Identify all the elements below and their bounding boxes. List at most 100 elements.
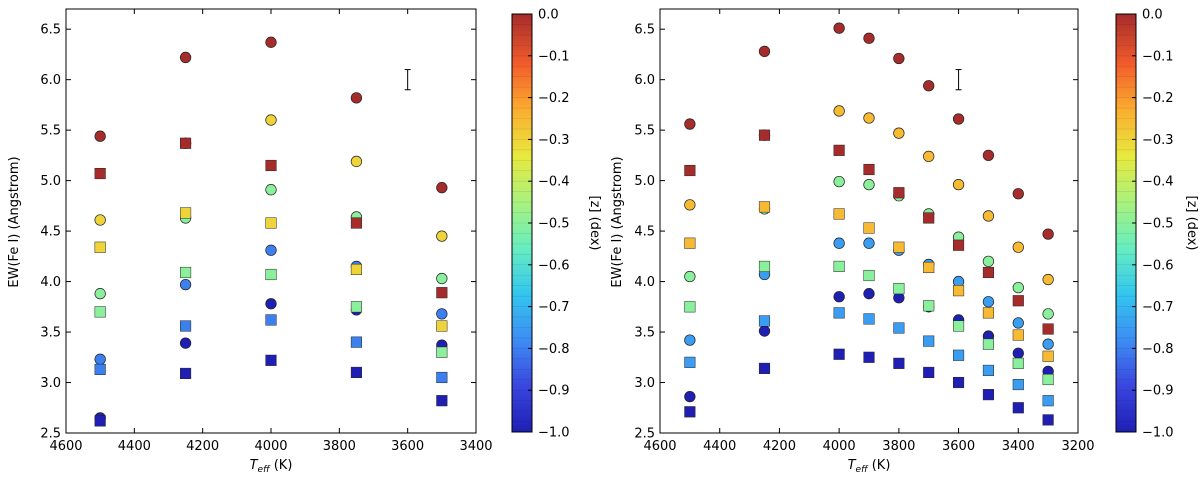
square-marker [863,222,875,234]
left-x-label-unit: (K) [274,458,293,473]
square-marker [982,389,994,401]
circle-marker [758,325,771,337]
x-tick-label: 3400 [459,439,492,454]
square-marker [893,357,905,369]
left-markers [94,36,448,427]
colorbar-tick-label: −0.5 [538,217,570,232]
left-colorbar: 0.0 −0.1 −0.2 −0.3 −0.4 −0.5 −0.6 −0.7 −0.8 −0.9 −… [511,8,602,441]
right-x-label-sub: eff [856,465,870,475]
square-marker [1012,357,1024,369]
right-colorbar: 0.0 −0.1 −0.2 −0.3 −0.4 −0.5 −0.6 −0.7 −0.8 −0.9 −… [1115,8,1199,441]
square-marker [758,129,771,141]
circle-marker [952,113,965,125]
square-marker [180,207,192,219]
circle-marker [179,278,192,291]
square-marker [350,217,362,229]
y-tick-label: 5.0 [40,174,61,189]
square-marker [833,260,845,272]
left-x-axis-label: Teff (K) [250,458,293,475]
square-marker [684,301,696,313]
circle-marker [863,179,875,191]
square-marker [923,212,935,224]
x-tick-label: 3800 [882,439,915,454]
square-marker [758,315,771,327]
square-marker [953,285,965,297]
colorbar-tick-label: −0.1 [1142,49,1174,64]
left-y-ticks: 2.5 3.0 3.5 4.0 4.5 5.0 5.5 6.0 6.5 [40,23,476,442]
x-tick-label: 4200 [763,439,796,454]
circle-marker [893,52,905,65]
circle-marker [436,308,448,320]
x-tick-label: 4600 [49,439,82,454]
right-y-ticks: 2.5 3.0 3.5 4.0 4.5 5.0 5.5 6.0 6.5 [634,23,1078,442]
y-tick-label: 5.5 [634,124,655,139]
right-y-axis-label: EW(Fe I) (Angstrom) [610,156,625,287]
circle-marker [833,291,845,303]
square-marker [1012,295,1024,307]
circle-marker [1042,308,1054,320]
square-marker [1042,395,1054,407]
square-marker [436,346,448,358]
y-tick-label: 3.5 [40,326,61,341]
left-x-ticks: 4600 4400 4200 4000 3800 3600 3400 [49,9,493,454]
square-marker [94,363,106,375]
circle-marker [436,230,448,242]
square-marker [833,307,845,319]
circle-marker [982,255,995,268]
square-marker [893,283,905,295]
square-marker [436,395,448,407]
square-marker [863,313,875,325]
colorbar-tick-label: −0.4 [1142,175,1174,190]
y-tick-label: 2.5 [634,427,655,442]
square-marker [833,208,845,220]
square-marker [265,268,277,281]
y-tick-label: 6.5 [634,23,655,38]
square-marker [893,322,905,334]
square-marker [758,362,771,374]
square-marker [1042,414,1054,426]
colorbar-tick-label: −0.2 [538,91,570,106]
circle-marker [1012,347,1024,359]
x-tick-label: 4400 [118,439,151,454]
square-marker [180,367,192,379]
y-tick-label: 5.0 [634,174,655,189]
circle-marker [94,130,106,142]
circle-marker [684,334,696,346]
x-tick-label: 3200 [1061,439,1094,454]
colorbar-tick-label: −0.5 [1142,217,1174,232]
square-marker [953,349,965,361]
left-x-label-main: T [250,458,259,473]
circle-marker [94,288,106,300]
square-marker [893,241,905,253]
circle-marker [982,149,995,162]
left-y-axis-label: EW(Fe I) (Angstrom) [7,156,22,287]
y-tick-label: 4.0 [634,275,655,290]
square-marker [180,137,192,149]
colorbar-tick-label: 0.0 [1142,8,1163,23]
square-marker [350,301,362,313]
colorbar-tick-label: −1.0 [538,426,570,441]
square-marker [863,163,875,176]
square-marker [350,336,362,348]
colorbar-tick-label: −0.7 [538,300,570,315]
circle-marker [1042,273,1054,286]
square-marker [982,266,994,279]
circle-marker [684,270,696,283]
square-marker [1012,402,1024,414]
square-marker [94,306,106,318]
colorbar-tick-label: 0.0 [538,8,559,23]
square-marker [684,237,696,249]
circle-marker [952,179,965,191]
circle-marker [1012,281,1024,294]
circle-marker [1012,241,1024,253]
right-plot-frame [659,8,1079,434]
square-marker [923,366,935,378]
circle-marker [982,210,995,222]
square-marker [350,263,362,276]
square-marker [953,376,965,389]
x-tick-label: 3600 [942,439,975,454]
x-tick-label: 3400 [1002,439,1035,454]
x-tick-label: 4600 [643,439,676,454]
y-tick-label: 6.0 [40,73,61,88]
y-tick-label: 4.5 [40,225,61,240]
